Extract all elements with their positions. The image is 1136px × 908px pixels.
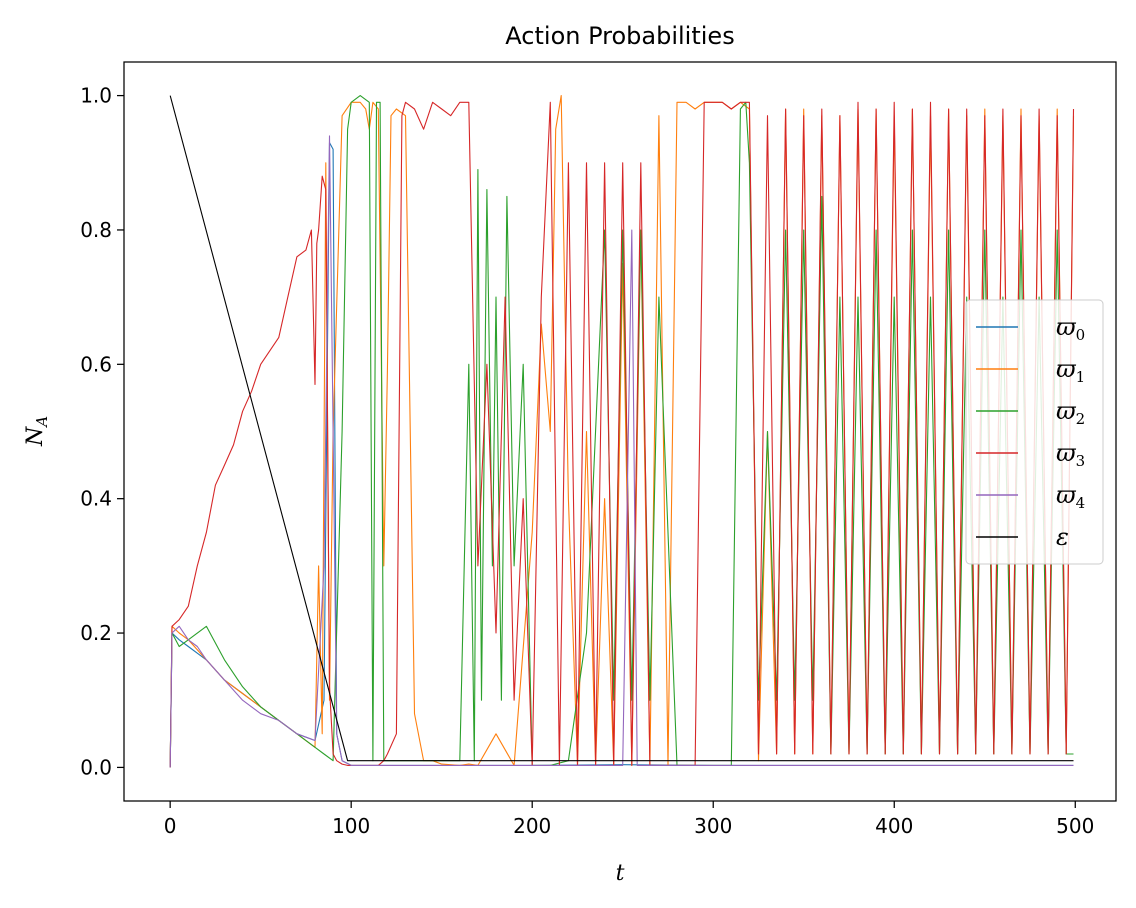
y-tick-label: 0.0 [80, 755, 112, 779]
x-tick-label: 500 [1056, 814, 1094, 838]
y-tick-label: 0.2 [80, 621, 112, 645]
y-axis-label: NA [23, 416, 51, 447]
y-tick-label: 1.0 [80, 84, 112, 108]
chart-title: Action Probabilities [505, 22, 734, 50]
plot-frame [123, 61, 1117, 802]
legend: ϖ0 ϖ1 ϖ2 ϖ3 ϖ4 ε [965, 299, 1104, 565]
series-line-4 [169, 135, 1074, 768]
x-axis-label: t [616, 861, 625, 886]
plot-lines [169, 95, 1075, 768]
y-axis-label-base: N [23, 426, 48, 447]
legend-label-1: ϖ1 [1056, 355, 1085, 386]
y-tick-label: 0.4 [80, 487, 112, 511]
legend-label-4: ϖ4 [1056, 481, 1085, 512]
legend-label-3: ϖ3 [1056, 439, 1085, 470]
y-axis: 0.0 0.2 0.4 0.6 0.8 1.0 [80, 84, 124, 779]
x-tick-label: 300 [694, 814, 732, 838]
x-tick-label: 0 [164, 814, 177, 838]
x-axis: 0 100 200 300 400 500 [164, 801, 1094, 838]
x-tick-label: 400 [875, 814, 913, 838]
legend-box [965, 299, 1104, 565]
legend-label-2: ϖ2 [1056, 397, 1085, 428]
legend-label-0: ϖ0 [1056, 313, 1085, 344]
y-tick-label: 0.8 [80, 218, 112, 242]
series-line-5 [169, 95, 1074, 762]
y-tick-label: 0.6 [80, 352, 112, 376]
y-axis-label-sub: A [33, 416, 51, 429]
x-tick-label: 200 [513, 814, 551, 838]
x-tick-label: 100 [332, 814, 370, 838]
legend-label-5: ε [1056, 523, 1069, 551]
